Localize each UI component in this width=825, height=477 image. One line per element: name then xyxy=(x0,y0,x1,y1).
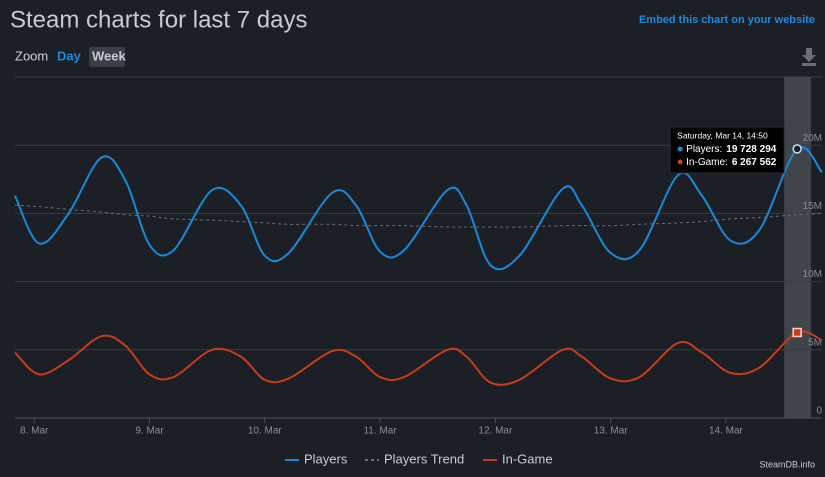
y-tick-label: 0 xyxy=(816,406,822,417)
hover-point xyxy=(792,327,802,338)
embed-link[interactable]: Embed this chart on your website xyxy=(639,14,815,26)
tooltip-value: 6 267 562 xyxy=(732,157,777,168)
y-tick-label: 20M xyxy=(803,133,822,144)
x-tick-label: 13. Mar xyxy=(594,426,629,437)
series-line xyxy=(14,330,823,386)
y-tick-label: 15M xyxy=(803,201,822,212)
tooltip-item: Players: 19 728 294 xyxy=(686,144,777,155)
credit: SteamDB.info xyxy=(759,459,815,469)
legend-label: In-Game xyxy=(502,451,553,466)
x-tick-label: 8. Mar xyxy=(20,426,49,437)
hover-point xyxy=(792,144,802,154)
zoom-week[interactable]: Week xyxy=(92,48,126,63)
legend-item[interactable]: Players xyxy=(285,451,348,466)
y-tick-label: 10M xyxy=(803,269,822,280)
hover-band xyxy=(784,77,812,418)
tooltip-item: In-Game: 6 267 562 xyxy=(686,157,777,168)
x-tick-label: 9. Mar xyxy=(135,426,164,437)
zoom-day[interactable]: Day xyxy=(57,48,82,63)
x-tick-label: 10. Mar xyxy=(248,426,283,437)
tooltip-label: In-Game: xyxy=(686,157,728,168)
zoom-label: Zoom xyxy=(15,48,48,63)
tooltip-box xyxy=(669,126,785,174)
tooltip-bullet xyxy=(677,159,683,165)
series-line xyxy=(14,146,823,271)
download-icon[interactable] xyxy=(802,48,816,66)
tooltip-bullet xyxy=(677,146,683,152)
zoom-week-bg[interactable] xyxy=(89,47,125,67)
x-tick-label: 14. Mar xyxy=(709,426,744,437)
tooltip-label: Players: xyxy=(686,144,722,155)
series-line xyxy=(14,204,823,228)
legend-item[interactable]: Players Trend xyxy=(365,451,464,466)
legend-label: Players xyxy=(304,451,348,466)
legend-item[interactable]: In-Game xyxy=(483,451,553,466)
chart-title: Steam charts for last 7 days xyxy=(10,6,307,33)
y-tick-label: 5M xyxy=(808,337,822,348)
tooltip-value: 19 728 294 xyxy=(726,144,776,155)
x-tick-label: 11. Mar xyxy=(363,426,397,437)
tooltip-title: Saturday, Mar 14, 14:50 xyxy=(677,130,768,140)
legend-label: Players Trend xyxy=(384,451,464,466)
x-tick-label: 12. Mar xyxy=(478,426,513,437)
